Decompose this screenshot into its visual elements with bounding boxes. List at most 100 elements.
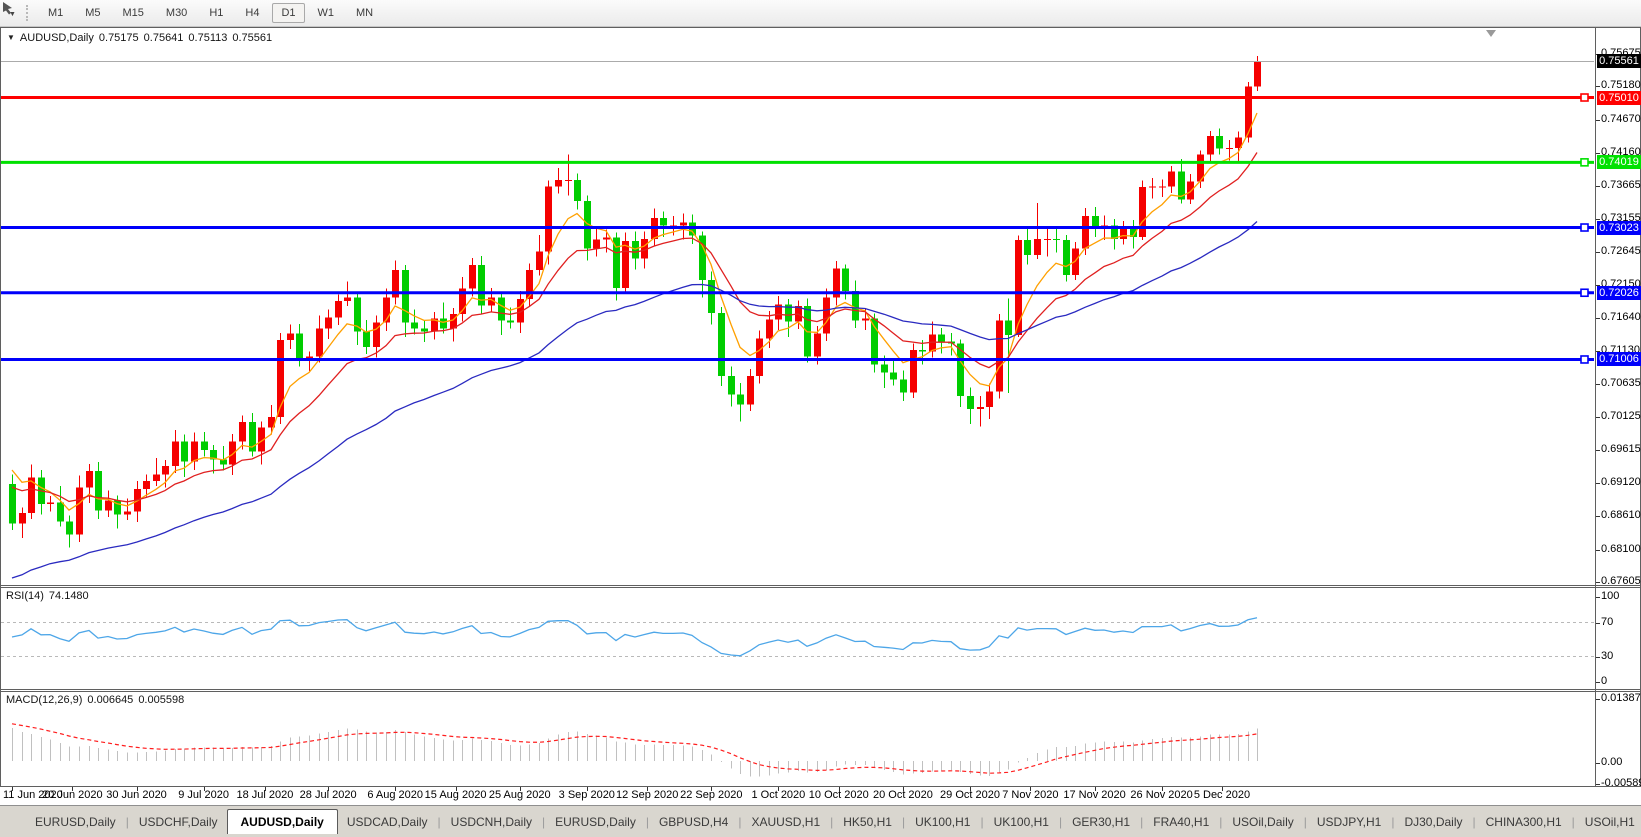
timeframe-button-H4[interactable]: H4 <box>245 7 260 19</box>
ma-medium-line <box>11 152 1258 503</box>
chart-tab-usdcnh-daily[interactable]: USDCNH,Daily <box>450 814 533 829</box>
panel-borders <box>0 27 1641 787</box>
date-label: 1 Oct 2020 <box>751 789 806 801</box>
chart-title: ▼ AUDUSD,Daily 0.75175 0.75641 0.75113 0.7556… <box>7 32 277 44</box>
ohlc-low: 0.75113 <box>188 32 228 44</box>
rsi-tick-label: 70 <box>1601 615 1614 628</box>
toolbar-grip <box>25 5 28 21</box>
timeframe-button-M1[interactable]: M1 <box>47 7 64 19</box>
date-label: 20 Jun 2020 <box>42 789 103 801</box>
toolbar: ▼ M1 M5 M15 M30 H1 H4 D1 W1 MN <box>0 0 1641 27</box>
hline-0.73023[interactable] <box>1 223 1594 232</box>
price-tick-label: 0.74670 <box>1601 112 1641 125</box>
date-label: 11 Jun 2020 <box>3 789 63 801</box>
tab-divider: | <box>738 814 742 829</box>
chart-tab-usdchf-daily[interactable]: USDCHF,Daily <box>138 814 218 829</box>
hline-0.75010[interactable] <box>1 93 1594 102</box>
tab-divider: | <box>1140 814 1144 829</box>
macd-tick-label: 0.00 <box>1601 756 1623 768</box>
price-tick-label: 0.68100 <box>1601 542 1641 555</box>
date-label: 28 Jul 2020 <box>299 789 357 801</box>
date-label: 12 Sep 2020 <box>615 789 679 801</box>
rsi-tick-label: 0 <box>1601 675 1608 687</box>
price-tick-label: 0.73665 <box>1601 178 1641 191</box>
hline-0.71006[interactable] <box>1 355 1594 364</box>
date-label: 10 Oct 2020 <box>808 789 869 801</box>
chart-tab-uk100-h1[interactable]: UK100,H1 <box>993 814 1049 829</box>
tab-divider: | <box>437 814 441 829</box>
timeframe-button-H1[interactable]: H1 <box>209 7 224 19</box>
timeframe-button-MN[interactable]: MN <box>356 7 374 19</box>
chart-tab-audusd-daily[interactable]: AUDUSD,Daily <box>226 809 338 834</box>
macd-signal-line <box>11 723 1258 774</box>
chart-tab-usoil-h1[interactable]: USOil,H1 <box>1584 814 1635 829</box>
timeframe-button-D1[interactable]: D1 <box>272 3 305 23</box>
chart-shift-marker-icon[interactable] <box>1486 30 1496 37</box>
hline-0.74019[interactable] <box>1 158 1594 167</box>
chart-tab-eurusd-daily[interactable]: EURUSD,Daily <box>555 814 636 829</box>
timeframe-button-M5[interactable]: M5 <box>85 7 101 19</box>
chart-tab-hk50-h1[interactable]: HK50,H1 <box>843 814 892 829</box>
macd-signal-value: 0.005598 <box>138 694 185 706</box>
date-label: 18 Jul 2020 <box>236 789 294 801</box>
ma-slow-line <box>11 221 1258 579</box>
date-label: 17 Nov 2020 <box>1063 789 1126 801</box>
date-label: 15 Aug 2020 <box>424 789 487 801</box>
hline-price-badge: 0.73023 <box>1597 220 1641 235</box>
chart-tab-gbpusd-h4[interactable]: GBPUSD,H4 <box>658 814 729 829</box>
tab-divider: | <box>901 814 906 829</box>
date-label: 25 Aug 2020 <box>488 789 551 801</box>
chart-tab-usdcad-daily[interactable]: USDCAD,Daily <box>346 814 428 829</box>
rsi-level-lines <box>1 622 1594 657</box>
date-label: 5 Dec 2020 <box>1193 789 1251 801</box>
chart-tab-fra40-h1[interactable]: FRA40,H1 <box>1153 814 1210 829</box>
price-tick-label: 0.75180 <box>1601 79 1641 92</box>
date-label: 26 Nov 2020 <box>1130 789 1193 801</box>
chart-menu-arrow-icon[interactable]: ▼ <box>7 33 15 42</box>
date-label: 30 Jun 2020 <box>106 789 167 801</box>
ma-fast-line <box>11 112 1258 511</box>
tab-divider: | <box>830 814 834 829</box>
tab-divider: | <box>1391 814 1395 829</box>
tab-divider: | <box>1058 814 1063 829</box>
macd-tick-label: 0.013873 <box>1601 692 1641 704</box>
ohlc-open: 0.75175 <box>98 32 139 44</box>
chart-tab-usoil-daily[interactable]: USOil,Daily <box>1232 814 1294 829</box>
date-label: 7 Nov 2020 <box>1002 789 1059 801</box>
date-label: 29 Oct 2020 <box>940 789 1000 801</box>
chart-tab-china300-h1[interactable]: CHINA300,H1 <box>1485 814 1562 829</box>
price-tick-label: 0.71640 <box>1601 311 1641 323</box>
chart-tab-ger30-h1[interactable]: GER30,H1 <box>1072 814 1131 829</box>
timeframe-button-M30[interactable]: M30 <box>165 7 188 19</box>
chart-tab-uk100-h1[interactable]: UK100,H1 <box>915 814 971 829</box>
price-tick-label: 0.74160 <box>1601 146 1641 159</box>
hline-price-badge: 0.71006 <box>1597 352 1641 367</box>
price-tick-label: 0.72645 <box>1601 245 1641 258</box>
hline-price-badge: 0.72026 <box>1597 285 1641 300</box>
chart-tab-dj30-daily[interactable]: DJ30,Daily <box>1404 814 1463 829</box>
tab-divider: | <box>1472 814 1476 829</box>
date-label: 3 Sep 2020 <box>558 789 615 801</box>
macd-tick-label: -0.005891 <box>1601 777 1641 789</box>
macd-main-value: 0.006645 <box>87 694 134 706</box>
chart-tab-usdjpy-h1[interactable]: USDJPY,H1 <box>1316 814 1382 829</box>
timeframe-button-W1[interactable]: W1 <box>317 7 335 19</box>
scale-ticks <box>1596 54 1600 785</box>
chart-symbol: AUDUSD,Daily <box>19 32 94 44</box>
tab-divider: | <box>1303 814 1307 829</box>
cursor-dropdown-icon[interactable]: ▼ <box>9 10 16 18</box>
timeframe-button-M15[interactable]: M15 <box>122 7 144 19</box>
candlesticks <box>9 56 1261 548</box>
hline-0.72026[interactable] <box>1 288 1594 298</box>
rsi-tick-label: 100 <box>1601 590 1620 602</box>
macd-histogram <box>12 727 1258 777</box>
date-label: 20 Oct 2020 <box>872 789 933 801</box>
chart-tab-eurusd-daily[interactable]: EURUSD,Daily <box>35 814 116 829</box>
price-tick-label: 0.68610 <box>1601 509 1641 522</box>
tab-divider: | <box>1219 814 1223 829</box>
chart-tab-xauusd-h1[interactable]: XAUUSD,H1 <box>751 814 821 829</box>
rsi-tick-label: 30 <box>1601 649 1614 662</box>
timeframe-buttons: M1 M5 M15 M30 H1 H4 D1 W1 MN <box>37 3 384 23</box>
